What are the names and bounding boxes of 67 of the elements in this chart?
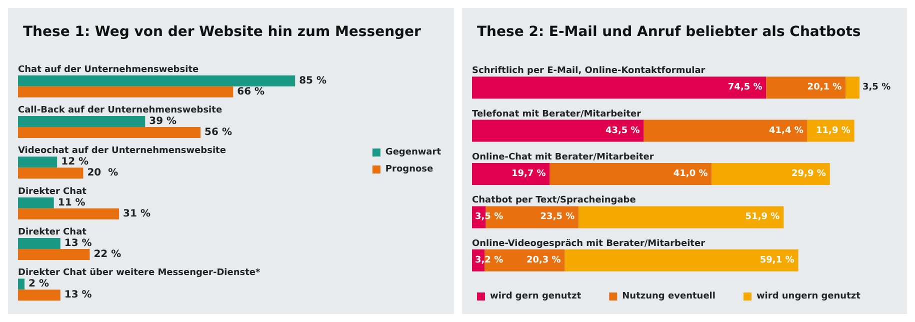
- bar: [18, 208, 120, 220]
- bar: [18, 238, 60, 249]
- legend-label: wird ungern genutzt: [756, 292, 862, 302]
- data-label: 2 %: [28, 278, 49, 290]
- legend-label: wird gern genutzt: [490, 292, 582, 302]
- bar: [846, 76, 860, 99]
- data-label: 41,0 %: [673, 169, 708, 179]
- data-label: 56 %: [204, 127, 232, 138]
- data-label: 20,1 %: [807, 82, 842, 93]
- data-label: 13 %: [64, 290, 92, 301]
- data-label: 3,5 %: [475, 212, 504, 222]
- bar: [18, 168, 84, 179]
- data-label: 20,3 %: [526, 255, 561, 266]
- data-label: 41,4 %: [768, 126, 804, 136]
- data-label: 66 %: [237, 86, 265, 98]
- bar: [18, 290, 60, 301]
- legend-label: Gegenwart: [385, 148, 442, 158]
- bar: [550, 163, 712, 185]
- legend-label: Prognose: [385, 164, 434, 174]
- legend-label: Nutzung eventuell: [622, 292, 716, 302]
- y-tick-label: Online-Videogespräch mit Berater/Mitarbeiter: [472, 238, 706, 249]
- data-label: 13 %: [64, 238, 92, 249]
- y-tick-label: Videochat auf der Unternehmenswebsite: [18, 146, 226, 156]
- bar: [472, 163, 550, 185]
- bar: [564, 249, 798, 272]
- data-label: 74,5 %: [728, 82, 762, 93]
- data-label: 23,5 %: [540, 212, 575, 222]
- data-label: 12 %: [61, 156, 89, 168]
- y-tick-label: Direkter Chat über weitere Messenger-Dienste*: [18, 268, 261, 278]
- bar: [644, 120, 808, 142]
- data-label: 59,1 %: [760, 255, 794, 266]
- data-label: 43,5 %: [605, 126, 640, 136]
- bar: [578, 206, 784, 228]
- data-label: 11,9 %: [816, 126, 850, 136]
- y-tick-label: Chat auf der Unternehmenswebsite: [18, 64, 199, 75]
- bar: [18, 75, 296, 86]
- bar: [472, 76, 766, 99]
- bar: [18, 86, 234, 98]
- y-tick-label: Direkter Chat: [18, 186, 88, 197]
- y-tick-label: Online-Chat mit Berater/Mitarbeiter: [472, 152, 654, 162]
- bar: [18, 197, 54, 208]
- data-label: 11 %: [58, 197, 86, 208]
- data-label: 51,9 %: [745, 212, 780, 222]
- chart-title: These 2: E-Mail und Anruf beliebter als Chatbots: [477, 24, 861, 40]
- bar: [712, 163, 830, 185]
- data-label: 39 %: [149, 116, 177, 127]
- y-tick-label: Telefonat mit Berater/Mitarbeiter: [472, 109, 642, 120]
- data-label: 3,2 %: [475, 255, 504, 266]
- chart-title: These 1: Weg von der Website hin zum Messenger: [23, 24, 422, 40]
- y-tick-label: Chatbot per Text/Spracheingabe: [472, 196, 636, 206]
- y-tick-label: Call-Back auf der Unternehmenswebsite: [18, 106, 222, 116]
- bar: [18, 156, 58, 168]
- bar: [18, 278, 25, 290]
- bar: [18, 116, 146, 127]
- data-label: 29,9 %: [792, 169, 826, 179]
- bar: [766, 76, 846, 99]
- bar: [472, 120, 644, 142]
- data-label: 20 %: [87, 168, 118, 179]
- data-label: 85 %: [299, 75, 327, 86]
- bar: [18, 249, 90, 260]
- data-label: 19,7 %: [511, 169, 546, 179]
- bar: [18, 127, 201, 138]
- y-tick-label: Direkter Chat: [18, 228, 88, 238]
- data-label: 31 %: [123, 208, 150, 220]
- data-label: 22 %: [94, 249, 122, 260]
- data-label: 3,5 %: [862, 82, 891, 93]
- y-tick-label: Schriftlich per E-Mail, Online-Kontaktformular: [472, 66, 706, 76]
